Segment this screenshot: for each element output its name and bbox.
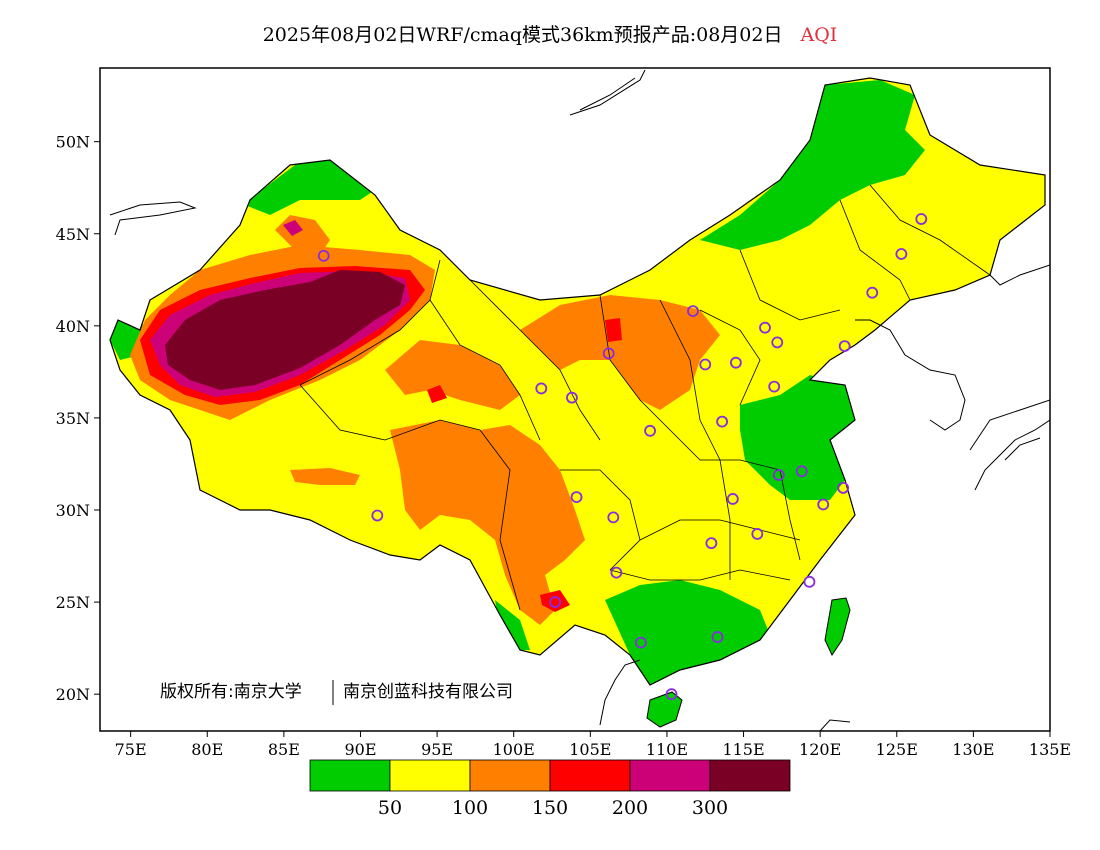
y-tick-label: 35N: [56, 409, 90, 428]
aqi-zone-sichuan-orange: [390, 420, 585, 625]
station-marker: [817, 498, 830, 511]
legend-swatch: [709, 759, 791, 792]
y-tick-label: 30N: [56, 501, 90, 520]
station-marker: [759, 321, 771, 334]
aqi-zone-qinghai-red: [427, 385, 447, 403]
station-marker: [768, 380, 781, 393]
legend-swatch: [549, 759, 631, 792]
x-tick-label: 125E: [876, 740, 918, 759]
map-frame: [99, 67, 1051, 732]
x-tick-label: 75E: [115, 740, 147, 759]
aqi-zone-north-orange: [520, 295, 720, 410]
x-tick-label: 85E: [268, 740, 300, 759]
aqi-zone-yunnan-red: [540, 590, 570, 612]
legend-swatch: [389, 759, 471, 792]
aqi-zone-tibet-orange: [290, 468, 360, 485]
station-marker: [699, 358, 712, 371]
station-marker: [570, 491, 583, 504]
aqi-zone-south-green: [605, 580, 770, 685]
station-marker: [644, 424, 656, 437]
legend-label: 200: [612, 797, 648, 819]
x-tick-label: 120E: [799, 740, 841, 759]
legend-label: 50: [378, 797, 402, 819]
station-marker: [549, 596, 561, 608]
y-tick-label: 40N: [56, 317, 90, 336]
station-marker: [866, 286, 879, 299]
station-markers: [317, 213, 928, 701]
station-marker: [795, 465, 808, 478]
station-marker: [610, 566, 623, 579]
station-marker: [711, 631, 724, 643]
station-marker: [837, 481, 850, 494]
station-marker: [687, 305, 699, 318]
aqi-zone-qinghai-orange: [385, 340, 520, 410]
legend-swatch: [469, 759, 551, 792]
station-marker: [566, 391, 578, 404]
x-axis: 75E 80E 85E 90E 95E 100E 105E 110E 115E 120E 125E 1…: [115, 731, 1071, 759]
station-marker: [915, 213, 928, 225]
station-marker: [607, 511, 620, 524]
hainan-island: [646, 691, 683, 728]
y-tick-label: 50N: [56, 133, 90, 152]
aqi-zone-ningxia-red: [605, 318, 622, 342]
x-tick-label: 90E: [344, 740, 376, 759]
title-main: 2025年08月02日WRF/cmaq模式36km预报产品:08月02日: [262, 24, 783, 46]
copyright-left: 版权所有:南京大学: [160, 682, 302, 702]
station-marker: [665, 688, 678, 701]
y-axis: 50N 45N 40N 35N 30N 25N 20N: [56, 133, 100, 704]
legend-label: 100: [452, 797, 488, 819]
station-marker: [895, 248, 908, 260]
aqi-zone-north-xinjiang-green: [245, 160, 375, 215]
x-tick-label: 115E: [722, 740, 764, 759]
station-marker: [716, 415, 728, 428]
x-tick-label: 130E: [952, 740, 994, 759]
aqi-zone-tarim-maroon: [165, 270, 405, 390]
x-tick-label: 105E: [569, 740, 611, 759]
legend-swatch: [629, 759, 711, 792]
legend-label: 150: [532, 797, 568, 819]
x-tick-label: 110E: [646, 740, 688, 759]
station-marker: [371, 509, 384, 522]
province-boundaries: [299, 184, 991, 611]
station-marker: [535, 382, 548, 395]
x-tick-label: 80E: [191, 740, 223, 759]
station-marker: [772, 469, 785, 481]
station-marker: [803, 575, 816, 588]
copyright-right: 南京创蓝科技有限公司: [343, 682, 513, 702]
foreign-coastlines: [109, 69, 1050, 731]
y-tick-label: 25N: [56, 593, 90, 612]
title-variable: AQI: [800, 24, 838, 46]
taiwan-island: [824, 597, 851, 657]
aqi-zone-east-green: [740, 375, 855, 500]
station-marker: [317, 249, 330, 262]
y-tick-label: 20N: [56, 685, 90, 704]
station-marker: [729, 356, 742, 369]
station-marker: [634, 636, 647, 649]
station-marker: [771, 336, 784, 349]
legend-swatch: [309, 759, 391, 792]
aqi-zone-north-xj-magenta: [283, 220, 303, 236]
station-marker: [751, 528, 764, 540]
station-marker: [705, 537, 718, 550]
station-marker: [726, 493, 739, 505]
y-tick-label: 45N: [56, 225, 90, 244]
station-marker: [602, 347, 615, 360]
aqi-zone-northeast-green: [700, 80, 925, 250]
x-tick-label: 135E: [1029, 740, 1071, 759]
map-title: 2025年08月02日WRF/cmaq模式36km预报产品:08月02日 AQI: [0, 20, 1100, 47]
aqi-legend: 50 100 150 200 300: [309, 759, 791, 819]
x-tick-label: 100E: [493, 740, 535, 759]
legend-label: 300: [692, 797, 728, 819]
station-marker: [838, 340, 851, 352]
x-tick-label: 95E: [421, 740, 453, 759]
